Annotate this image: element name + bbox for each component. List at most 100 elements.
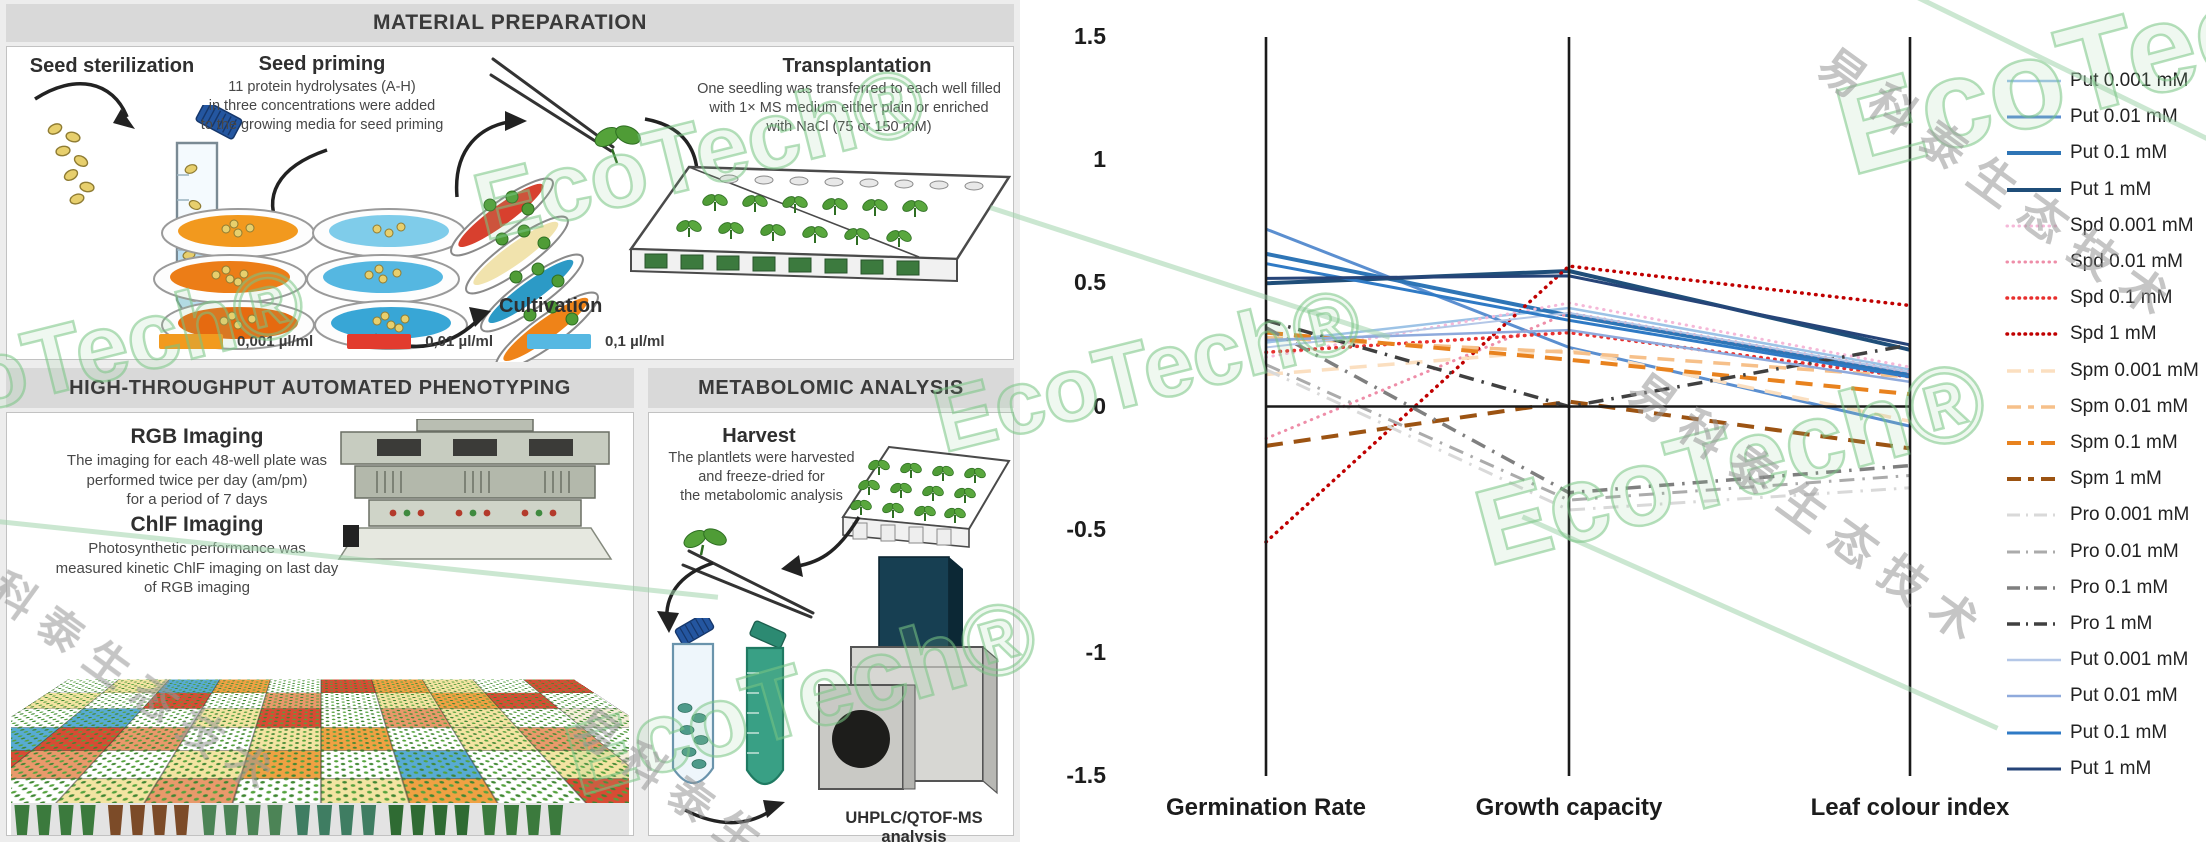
legend-item: Pro 0.001 mM [2005,500,2189,530]
tray-cell [211,679,271,693]
legend-item: Put 1 mM [2005,754,2151,784]
tray-cell [261,692,321,709]
plant-pot [410,805,426,835]
legend-item: Pro 0.01 mM [2005,537,2179,567]
plant-pot [129,805,146,835]
y-axis-tick-label: 1 [1093,146,1106,173]
tray-cell [321,679,376,693]
plant-pot [360,805,377,835]
chlf-imaging-title: ChlF Imaging [130,513,264,536]
plant-pot [58,805,74,835]
legend-label: 0,1 µl/ml [605,333,665,350]
legend-line-swatch [2007,731,2061,735]
concentration-legend: 0,001 µl/ml 0,01 µl/ml 0,1 µl/ml [159,333,685,350]
legend-item-label: Put 0.001 mM [2070,649,2189,671]
axis-label: Leaf colour index [1810,794,2010,821]
legend-item: Spd 0.001 mM [2005,211,2194,241]
seed-sterilization-title: Seed sterilization [29,55,195,77]
tray-cell [371,679,431,693]
legend-line-swatch [2007,477,2061,482]
legend-line-swatch [2007,658,2061,662]
legend-item-label: Spm 0.001 mM [2070,359,2199,381]
legend-item: Put 0.001 mM [2005,66,2188,96]
tray-cell [321,708,387,728]
falling-seeds-icon [34,82,135,205]
tray-cell [255,708,321,728]
legend-line-swatch [2007,695,2061,698]
plant-pot [107,805,124,835]
plant-pot [525,805,542,835]
axis-label: Germination Rate [1165,794,1367,821]
plant-pot [481,805,498,835]
harvest-desc: The plantlets were harvested and freeze-… [668,450,855,504]
rgb-imaging-desc: The imaging for each 48-well plate was p… [66,452,328,508]
tweezers-icon [489,57,641,164]
phenotyping-plant-field [11,595,629,803]
legend-item-label: Spm 0.1 mM [2070,432,2178,453]
y-axis-tick-label: 0.5 [1074,269,1106,296]
legend-item: Pro 0.1 mM [2005,573,2168,603]
legend-item-label: Put 0.01 mM [2070,685,2178,707]
y-axis-tick-label: 1.5 [1074,23,1106,49]
legend-item: Put 0.01 mM [2005,102,2178,132]
legend-item: Put 0.001 mM [2005,645,2188,675]
phenotyping-box: RGB Imaging The imaging for each 48-well… [6,412,634,836]
tray-cell [201,692,267,709]
legend-line-swatch [2007,368,2061,373]
plant-pot [503,805,520,835]
material-preparation-title: MATERIAL PREPARATION [372,11,648,34]
legend-line-swatch [2007,79,2061,83]
legend-item: Put 1 mM [2005,175,2151,205]
plant-pot [201,805,217,835]
tray-cell [240,750,321,779]
tray-cell [321,727,394,751]
legend-item: Put 0.1 mM [2005,138,2167,168]
legend-item-label: Put 1 mM [2070,757,2152,779]
phenotyping-title: HIGH-THROUGHPUT AUTOMATED PHENOTYPING [69,376,571,399]
rgb-imaging-title: RGB Imaging [130,425,264,448]
legend-label: 0,01 µl/ml [425,333,494,350]
plant-pot [432,805,448,835]
material-preparation-box: Seed sterilization [6,46,1014,362]
legend-item-label: Pro 0.01 mM [2070,540,2179,562]
plant-pot [223,805,239,835]
tray-cell [266,679,321,693]
legend-line-swatch [2007,550,2061,554]
legend-line-swatch [2007,115,2061,119]
tray-cell [321,778,413,803]
harvest-arrow-icon [781,516,861,577]
legend-item: Spd 1 mM [2005,319,2157,349]
legend-item-label: Put 0.001 mM [2070,70,2189,91]
y-axis-tick-label: -1 [1085,638,1106,665]
tray-pots-row [11,803,629,835]
seed-priming-desc: 11 protein hydrolysates (A-H) in three c… [200,79,444,133]
plant-pot [80,805,96,835]
tray-cell [176,727,256,751]
tray-cell [248,727,321,751]
legend-line-swatch [2007,513,2061,517]
legend-item-label: Put 0.01 mM [2070,106,2178,128]
plant-pot [388,805,404,835]
to-transplant-arrow-icon [454,111,527,198]
tray-cell [156,679,220,693]
uhplc-analysis-label: UHPLC/QTOF-MS analysis [845,809,983,842]
series-line [1265,348,1911,424]
parallel-coordinates-chart: 1.5 1 0.5 0 -0.5 -1 -1.5 Germination Rate Growt… [1020,0,2206,842]
plant-pot [294,805,311,835]
legend-line-swatch [2007,767,2061,771]
tray-cell [159,750,249,779]
legend-label: 0,001 µl/ml [237,333,314,350]
legend-swatch-red [347,334,412,349]
legend-item-label: Spd 0.01 mM [2070,251,2183,272]
legend-swatch-orange [159,334,223,349]
plant-pot [245,805,261,835]
plant-pot [14,805,30,835]
y-axis-tick-label: 0 [1093,392,1106,419]
legend-swatch-blue [527,334,592,349]
tray-cell [190,708,262,728]
legend-line-swatch [2007,151,2061,156]
legend-line-swatch [2005,296,2063,300]
series-line [1265,363,1911,502]
transplant-tray-icon [628,165,1012,283]
plant-pot [36,805,52,835]
